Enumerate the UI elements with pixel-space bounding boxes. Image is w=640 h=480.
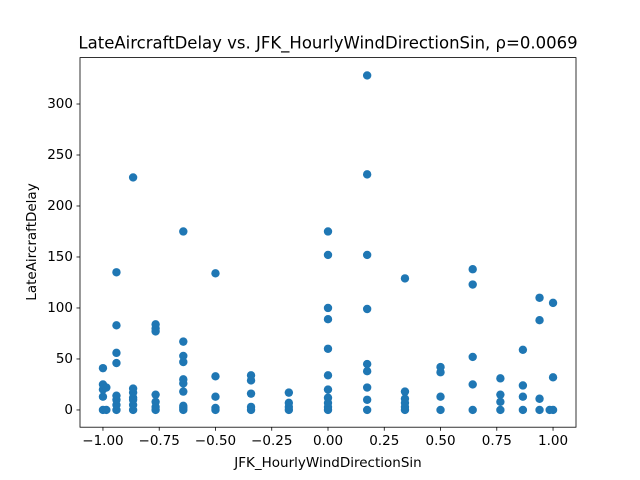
point	[535, 293, 544, 302]
point	[211, 269, 220, 278]
point	[468, 352, 477, 362]
point	[179, 337, 188, 346]
point	[323, 371, 333, 380]
point	[98, 363, 108, 373]
point	[112, 321, 121, 330]
y-axis-label: LateAircraftDelay	[24, 183, 40, 300]
point	[211, 403, 220, 413]
point	[535, 316, 544, 325]
point	[246, 371, 256, 380]
point	[518, 405, 528, 415]
point	[496, 397, 505, 407]
point	[496, 405, 505, 415]
plot-frame	[79, 57, 577, 428]
point	[102, 405, 111, 415]
point	[128, 173, 138, 182]
point	[179, 357, 188, 367]
point	[179, 375, 188, 384]
point	[151, 390, 160, 399]
point	[284, 398, 294, 408]
point	[548, 298, 558, 308]
point	[518, 392, 528, 401]
point	[362, 405, 372, 415]
point	[323, 393, 333, 402]
point	[362, 383, 372, 392]
point	[362, 170, 372, 179]
point	[102, 383, 111, 392]
point	[436, 405, 445, 415]
y-tick-label: 250	[47, 147, 73, 163]
x-tick-label: −0.75	[139, 433, 180, 449]
x-axis-label: JFK_HourlyWindDirectionSin	[233, 455, 421, 471]
point	[323, 227, 333, 236]
y-tick-label: 100	[47, 300, 73, 316]
x-tick-label: 0.50	[425, 433, 455, 449]
point	[436, 392, 445, 401]
point	[323, 303, 333, 313]
point	[323, 314, 333, 324]
point	[323, 385, 333, 394]
point	[112, 358, 121, 368]
point	[112, 391, 121, 400]
x-tick-label: 0.25	[369, 433, 399, 449]
x-tick-label: 0.75	[482, 433, 512, 449]
point	[535, 405, 544, 415]
point	[496, 390, 505, 399]
y-tick-label: 300	[47, 96, 73, 112]
point	[468, 405, 477, 415]
point	[496, 374, 505, 383]
y-tick-label: 50	[56, 351, 73, 367]
point	[179, 387, 188, 396]
point	[362, 71, 372, 80]
point	[98, 392, 108, 401]
point	[246, 402, 256, 412]
point	[179, 401, 188, 411]
point	[436, 362, 445, 372]
point	[400, 387, 410, 396]
point	[323, 344, 333, 353]
point	[112, 268, 121, 277]
point	[246, 389, 256, 398]
point	[468, 265, 477, 274]
x-tick-label: 0.00	[313, 433, 343, 449]
point	[179, 351, 188, 361]
point	[151, 397, 160, 407]
y-tick-label: 200	[47, 198, 73, 214]
y-tick-label: 150	[47, 249, 73, 265]
point	[535, 394, 544, 403]
point	[112, 348, 121, 358]
point	[151, 320, 160, 329]
point	[362, 395, 372, 404]
point	[211, 372, 220, 381]
point	[548, 405, 558, 415]
point	[362, 250, 372, 260]
chart-title: LateAircraftDelay vs. JFK_HourlyWindDire…	[78, 34, 577, 54]
point	[468, 280, 477, 289]
point	[400, 394, 410, 403]
point	[362, 304, 372, 314]
point	[284, 388, 294, 397]
y-tick-label: 0	[64, 402, 73, 418]
point	[400, 274, 410, 283]
point	[362, 359, 372, 369]
x-tick-label: 1.00	[538, 433, 568, 449]
point	[362, 367, 372, 376]
point	[518, 381, 528, 390]
x-tick-label: −0.25	[251, 433, 292, 449]
x-tick-label: −0.50	[195, 433, 236, 449]
point	[468, 380, 477, 389]
point	[128, 384, 138, 393]
x-tick-label: −1.00	[82, 433, 123, 449]
point	[179, 227, 188, 236]
point	[211, 392, 220, 401]
point	[518, 345, 528, 354]
point	[548, 373, 558, 382]
point	[323, 250, 333, 260]
